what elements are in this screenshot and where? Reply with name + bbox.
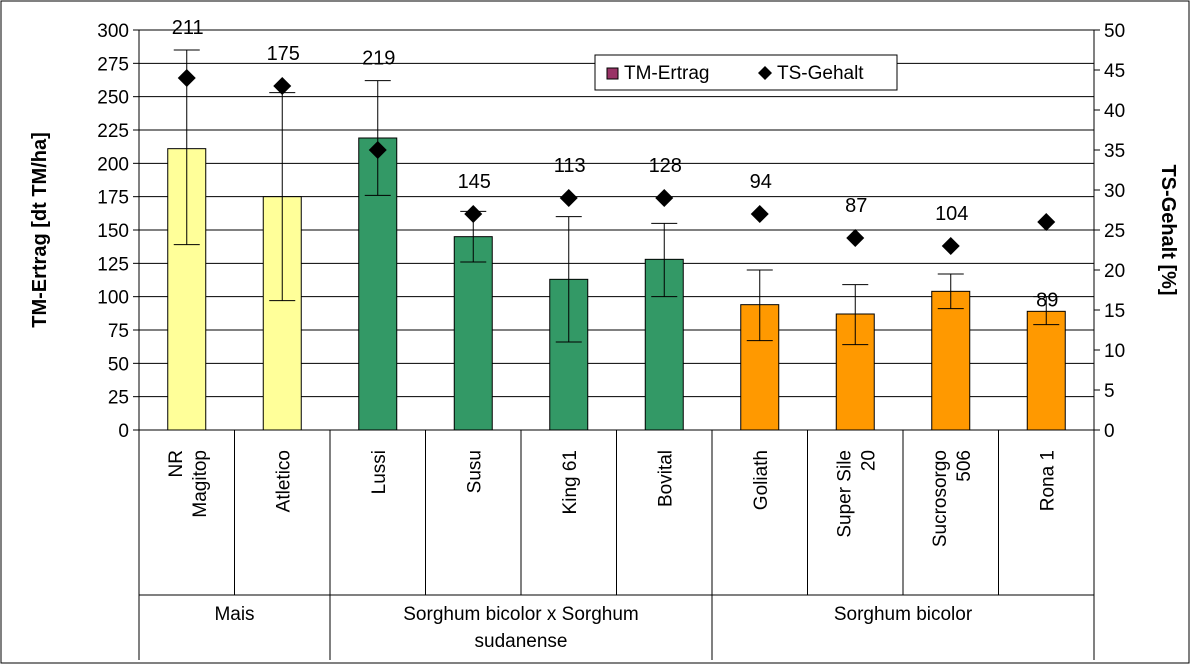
data-labels: 211 175 219 145 113 128 94 87 104 89	[172, 17, 1059, 311]
category-label-line: King 61	[560, 450, 581, 514]
category-label-line: Super Sile	[834, 450, 855, 538]
legend-marker-ts-gehalt	[758, 66, 772, 80]
group-label-line: Mais	[214, 604, 254, 625]
category-label-line: NR	[166, 450, 187, 477]
y-left-tick-label: 0	[118, 421, 129, 442]
legend-swatch-tm-ertrag	[606, 67, 619, 80]
group-label: Sorghum bicolor	[834, 604, 973, 625]
y-right-tick-label: 20	[1104, 261, 1125, 282]
category-label: Atletico	[273, 450, 294, 512]
data-label: 87	[845, 195, 867, 217]
y-right-tick-label: 45	[1104, 61, 1125, 82]
y-left-axis-title: TM-Ertrag [dt TM/ha]	[29, 132, 51, 328]
data-label: 145	[458, 171, 491, 193]
ts-marker	[559, 189, 578, 207]
category-label-line: Rona 1	[1037, 450, 1058, 511]
y-left-tick-label: 75	[108, 321, 129, 342]
category-label: Susu	[464, 450, 485, 493]
y-right-tick-label: 35	[1104, 141, 1125, 162]
ts-marker	[941, 237, 960, 255]
ts-marker	[177, 69, 196, 87]
legend-label-ts-gehalt: TS-Gehalt	[777, 63, 864, 84]
category-label-line: Bovital	[655, 450, 676, 507]
category-label-line: 20	[858, 450, 879, 471]
data-label: 104	[935, 203, 968, 225]
category-label-line: Atletico	[273, 450, 294, 512]
data-label: 128	[649, 155, 682, 177]
y-left-tick-label: 125	[97, 254, 129, 275]
ts-marker	[464, 205, 483, 223]
y-left-tick-label: 200	[97, 154, 129, 175]
category-label-line: Goliath	[751, 450, 772, 510]
ts-marker	[368, 141, 387, 159]
legend-label-tm-ertrag: TM-Ertrag	[624, 63, 710, 84]
y-left-tick-label: 300	[97, 21, 129, 42]
ts-marker	[273, 77, 292, 95]
group-label-line: Sorghum bicolor	[834, 604, 973, 625]
ts-marker	[655, 189, 674, 207]
y-right-tick-label: 30	[1104, 181, 1125, 202]
ts-markers	[177, 69, 1056, 255]
y-left-tick-label: 225	[97, 121, 129, 142]
category-label: Rona 1	[1037, 450, 1058, 511]
data-label: 94	[750, 171, 772, 193]
bar	[1026, 310, 1066, 431]
y-right-tick-label: 40	[1104, 101, 1125, 122]
y-right-tick-label: 15	[1104, 301, 1125, 322]
y-right-tick-label: 5	[1104, 381, 1115, 402]
y-left-tick-label: 250	[97, 88, 129, 109]
category-label: Lussi	[369, 450, 390, 494]
category-label: NR Magitop	[166, 450, 211, 518]
category-label: Bovital	[655, 450, 676, 507]
y-right-tick-label: 25	[1104, 221, 1125, 242]
data-label: 89	[1036, 289, 1058, 311]
group-label: Mais	[214, 604, 254, 625]
y-left-tick-label: 150	[97, 221, 129, 242]
ts-marker	[750, 205, 769, 223]
group-label: Sorghum bicolor x Sorghum sudanense	[403, 604, 639, 652]
legend-box	[594, 54, 898, 91]
category-axis: NR Magitop Atletico Lussi Susu King 61 Bovital…	[138, 430, 1095, 660]
y-left-tick-label: 100	[97, 288, 129, 309]
y-right-tick-label: 10	[1104, 341, 1125, 362]
category-label: Sucrosorgo 506	[930, 450, 975, 547]
bar	[453, 236, 493, 431]
ts-marker	[846, 229, 865, 247]
data-label: 211	[172, 17, 204, 39]
y-right-tick-label: 0	[1104, 421, 1115, 442]
data-label: 175	[267, 43, 300, 65]
legend: TM-Ertrag TS-Gehalt	[594, 54, 898, 91]
category-label: King 61	[560, 450, 581, 514]
y-left-tick-label: 175	[97, 188, 129, 209]
y-right-tick-label: 50	[1104, 21, 1125, 42]
y-right-axis-title: TS-Gehalt [%]	[1157, 164, 1179, 295]
bar	[931, 290, 971, 431]
axes: 0 25 50 75 100 125 150 175 200 225 250 275 300 0 5 10 15…	[97, 21, 1125, 442]
category-label: Super Sile 20	[834, 450, 879, 538]
ts-marker	[1037, 213, 1056, 231]
category-label-line: Lussi	[369, 450, 390, 494]
y-left-tick-label: 25	[108, 388, 129, 409]
group-label-line: Sorghum bicolor x Sorghum	[403, 604, 639, 625]
category-label-line: 506	[954, 450, 975, 482]
category-label-line: Sucrosorgo	[930, 450, 951, 547]
group-label-line: sudanense	[475, 631, 568, 652]
y-left-tick-label: 275	[97, 54, 129, 75]
data-label: 113	[554, 155, 586, 177]
category-label: Goliath	[751, 450, 772, 510]
data-label: 219	[362, 48, 395, 70]
category-label-line: Magitop	[190, 450, 211, 518]
category-label-line: Susu	[464, 450, 485, 493]
y-left-tick-label: 50	[108, 354, 129, 375]
